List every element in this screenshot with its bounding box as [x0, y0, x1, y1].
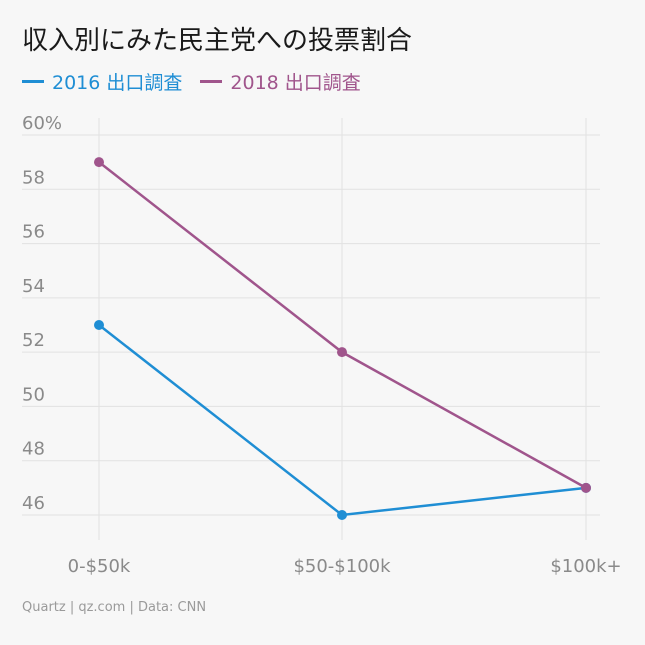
legend-item-2016: 2016 出口調査 — [22, 68, 182, 95]
source-note: Quartz | qz.com | Data: CNN — [22, 600, 207, 615]
chart-title: 収入別にみた民主党への投票割合 — [22, 26, 413, 56]
legend-label-2018: 2018 出口調査 — [230, 72, 361, 94]
y-tick-label: 58 — [22, 167, 45, 188]
legend: 2016 出口調査 2018 出口調査 — [22, 68, 361, 95]
legend-label-2016: 2016 出口調査 — [52, 72, 183, 94]
y-tick-label: 54 — [22, 276, 45, 297]
legend-swatch-2016 — [22, 80, 44, 83]
data-point-1-2 — [581, 482, 591, 493]
y-tick-label: 48 — [22, 439, 45, 460]
legend-swatch-2018 — [200, 80, 223, 83]
x-tick-label: $50-$100k — [293, 556, 391, 577]
data-point-0-0 — [94, 320, 104, 330]
y-tick-label: 56 — [22, 222, 45, 243]
y-tick-label: 52 — [22, 330, 45, 351]
x-tick-label: $100k+ — [550, 556, 621, 577]
y-tick-label: 46 — [22, 493, 45, 514]
data-point-1-0 — [94, 157, 104, 168]
data-point-0-1 — [337, 510, 347, 520]
legend-item-2018: 2018 出口調査 — [200, 68, 361, 95]
data-point-1-1 — [337, 347, 347, 358]
x-tick-label: 0-$50k — [68, 556, 131, 577]
y-tick-label: 50 — [22, 384, 45, 405]
y-tick-label: 60% — [22, 113, 62, 134]
